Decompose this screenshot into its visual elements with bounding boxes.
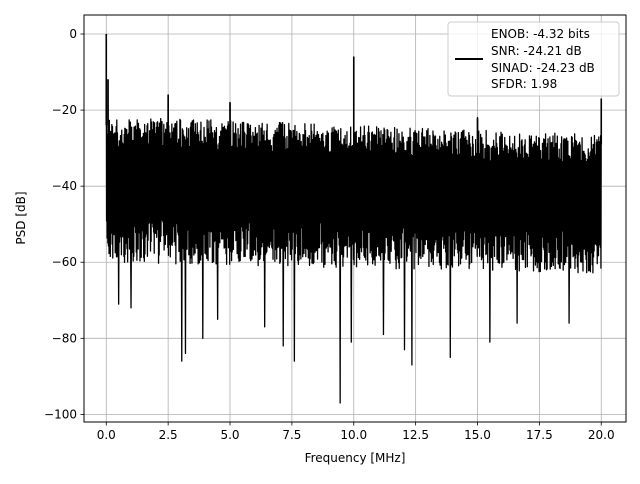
ticks: 0.0 2.5 5.0 7.5 10.0 12.5 15.0 17.5 20.0 0 −20 −40 −… bbox=[44, 27, 615, 442]
y-tick-label: −100 bbox=[44, 407, 77, 421]
x-tick-label: 5.0 bbox=[220, 428, 239, 442]
x-tick-label: 10.0 bbox=[340, 428, 367, 442]
plot-frame bbox=[83, 14, 627, 423]
x-tick-label: 20.0 bbox=[588, 428, 615, 442]
y-tick-label: −40 bbox=[52, 179, 77, 193]
legend-entry: ENOB: -4.32 bits bbox=[491, 27, 590, 41]
x-tick-label: 15.0 bbox=[464, 428, 491, 442]
x-tick-label: 17.5 bbox=[526, 428, 553, 442]
x-axis-label: Frequency [MHz] bbox=[305, 451, 406, 465]
data-layer bbox=[105, 34, 603, 404]
x-tick-label: 12.5 bbox=[402, 428, 429, 442]
x-tick-label: 0.0 bbox=[97, 428, 116, 442]
legend-entry: SFDR: 1.98 bbox=[491, 77, 557, 91]
x-tick-label: 7.5 bbox=[282, 428, 301, 442]
legend-entry: SINAD: -24.23 dB bbox=[491, 61, 595, 75]
y-tick-label: −60 bbox=[52, 255, 77, 269]
legend-entry: SNR: -24.21 dB bbox=[491, 44, 582, 58]
y-tick-label: −80 bbox=[52, 331, 77, 345]
legend: ENOB: -4.32 bits SNR: -24.21 dB SINAD: -… bbox=[447, 21, 620, 97]
y-tick-label: −20 bbox=[52, 103, 77, 117]
x-tick-label: 2.5 bbox=[159, 428, 178, 442]
legend-box bbox=[447, 21, 620, 97]
psd-series-line bbox=[105, 34, 602, 404]
y-axis-label: PSD [dB] bbox=[14, 191, 28, 244]
y-tick-label: 0 bbox=[69, 27, 77, 41]
